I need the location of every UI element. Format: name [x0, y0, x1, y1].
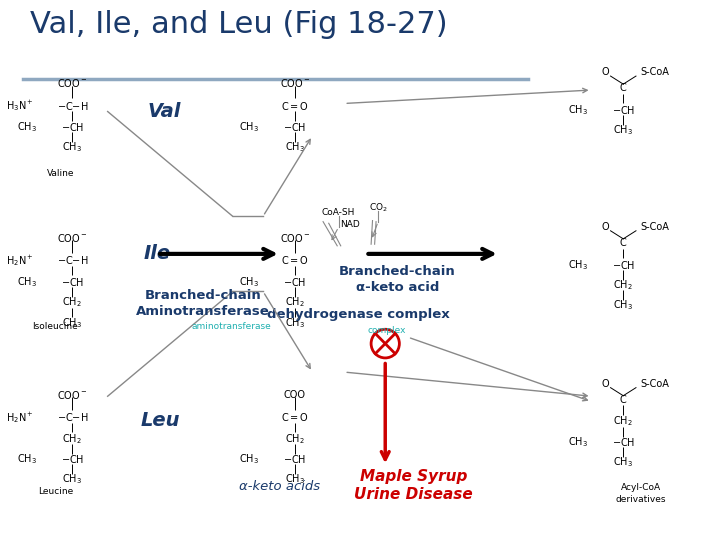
Text: complex: complex	[367, 326, 406, 335]
Text: CH$_3$: CH$_3$	[63, 316, 82, 329]
Text: CH$_2$: CH$_2$	[285, 432, 305, 445]
Text: H$_2$N$^+$: H$_2$N$^+$	[6, 253, 34, 268]
Text: COO: COO	[284, 390, 306, 400]
Text: CH$_3$: CH$_3$	[613, 124, 634, 137]
Text: Val, Ile, and Leu (Fig 18-27): Val, Ile, and Leu (Fig 18-27)	[30, 10, 448, 39]
Text: CH$_3$: CH$_3$	[568, 435, 588, 449]
Text: $-$CH: $-$CH	[611, 259, 635, 271]
Text: COO$^-$: COO$^-$	[279, 232, 310, 244]
Text: CH$_3$: CH$_3$	[17, 452, 37, 466]
Text: CH$_2$: CH$_2$	[63, 432, 82, 445]
Text: CH$_2$: CH$_2$	[613, 415, 633, 428]
Text: $-$C$-$H: $-$C$-$H	[57, 99, 88, 112]
Text: dehydrogenase complex: dehydrogenase complex	[267, 308, 450, 321]
Text: Urine Disease: Urine Disease	[354, 487, 473, 502]
Text: CH$_3$: CH$_3$	[285, 316, 305, 329]
Text: CoA-SH: CoA-SH	[322, 208, 355, 217]
Text: C$=$O: C$=$O	[281, 99, 309, 112]
Text: Maple Syrup: Maple Syrup	[360, 469, 467, 484]
Text: S-CoA: S-CoA	[641, 68, 670, 77]
Text: aminotransferase: aminotransferase	[192, 322, 271, 332]
Text: CH$_3$: CH$_3$	[63, 140, 82, 154]
Text: $-$C$-$H: $-$C$-$H	[57, 254, 88, 266]
Text: $-$C$-$H: $-$C$-$H	[57, 411, 88, 423]
Text: CH$_3$: CH$_3$	[285, 140, 305, 154]
Text: CH$_3$: CH$_3$	[17, 120, 37, 134]
Text: Leucine: Leucine	[38, 487, 73, 496]
Text: CH$_3$: CH$_3$	[63, 472, 82, 487]
Text: $-$CH: $-$CH	[611, 104, 635, 116]
Text: C: C	[620, 238, 626, 248]
Text: COO$^-$: COO$^-$	[57, 389, 88, 401]
Text: α-keto acid: α-keto acid	[356, 281, 439, 294]
Text: CH$_2$: CH$_2$	[285, 295, 305, 309]
Text: Ile: Ile	[143, 245, 171, 264]
Text: Val: Val	[148, 102, 181, 121]
Text: Branched-chain: Branched-chain	[339, 265, 456, 278]
Text: Leu: Leu	[141, 411, 181, 430]
Text: O: O	[602, 222, 609, 232]
Text: α-keto acids: α-keto acids	[239, 480, 320, 493]
Text: $-$CH: $-$CH	[611, 436, 635, 448]
Text: C$=$O: C$=$O	[281, 411, 309, 423]
Text: $-$CH: $-$CH	[60, 121, 84, 133]
Text: $-$CH: $-$CH	[60, 453, 84, 465]
Text: $-$CH: $-$CH	[60, 276, 84, 288]
Text: Aminotransferase: Aminotransferase	[136, 305, 270, 318]
Text: COO$^-$: COO$^-$	[57, 77, 88, 89]
Text: CH$_3$: CH$_3$	[613, 299, 634, 312]
Text: CH$_3$: CH$_3$	[613, 455, 634, 469]
Text: CH$_3$: CH$_3$	[240, 120, 259, 134]
Text: $-$CH: $-$CH	[283, 121, 307, 133]
Text: Acyl-CoA: Acyl-CoA	[621, 483, 661, 492]
Text: S-CoA: S-CoA	[641, 379, 670, 389]
Text: C: C	[620, 83, 626, 93]
Text: Valine: Valine	[47, 169, 74, 178]
Text: C: C	[620, 395, 626, 405]
Text: derivatives: derivatives	[616, 495, 666, 504]
Text: H$_3$N$^+$: H$_3$N$^+$	[6, 98, 34, 113]
Text: CH$_3$: CH$_3$	[568, 103, 588, 117]
Text: CH$_3$: CH$_3$	[17, 275, 37, 289]
Text: CH$_3$: CH$_3$	[285, 472, 305, 487]
Text: Branched-chain: Branched-chain	[145, 289, 261, 302]
Text: COO$^-$: COO$^-$	[57, 232, 88, 244]
Text: NAD: NAD	[340, 220, 360, 229]
Text: CH$_3$: CH$_3$	[568, 258, 588, 272]
Text: C$=$O: C$=$O	[281, 254, 309, 266]
Text: O: O	[602, 68, 609, 77]
Text: $-$CH: $-$CH	[283, 453, 307, 465]
Text: CH$_2$: CH$_2$	[63, 295, 82, 309]
Text: CH$_3$: CH$_3$	[240, 275, 259, 289]
Text: Isoleucine: Isoleucine	[32, 322, 78, 331]
Text: CO$_2$: CO$_2$	[369, 201, 387, 214]
Text: CH$_2$: CH$_2$	[613, 278, 633, 292]
Text: CH$_3$: CH$_3$	[240, 452, 259, 466]
Text: H$_2$N$^+$: H$_2$N$^+$	[6, 410, 34, 424]
Text: $-$CH: $-$CH	[283, 276, 307, 288]
Text: COO$^-$: COO$^-$	[279, 77, 310, 89]
Text: S-CoA: S-CoA	[641, 222, 670, 232]
Text: O: O	[602, 379, 609, 389]
